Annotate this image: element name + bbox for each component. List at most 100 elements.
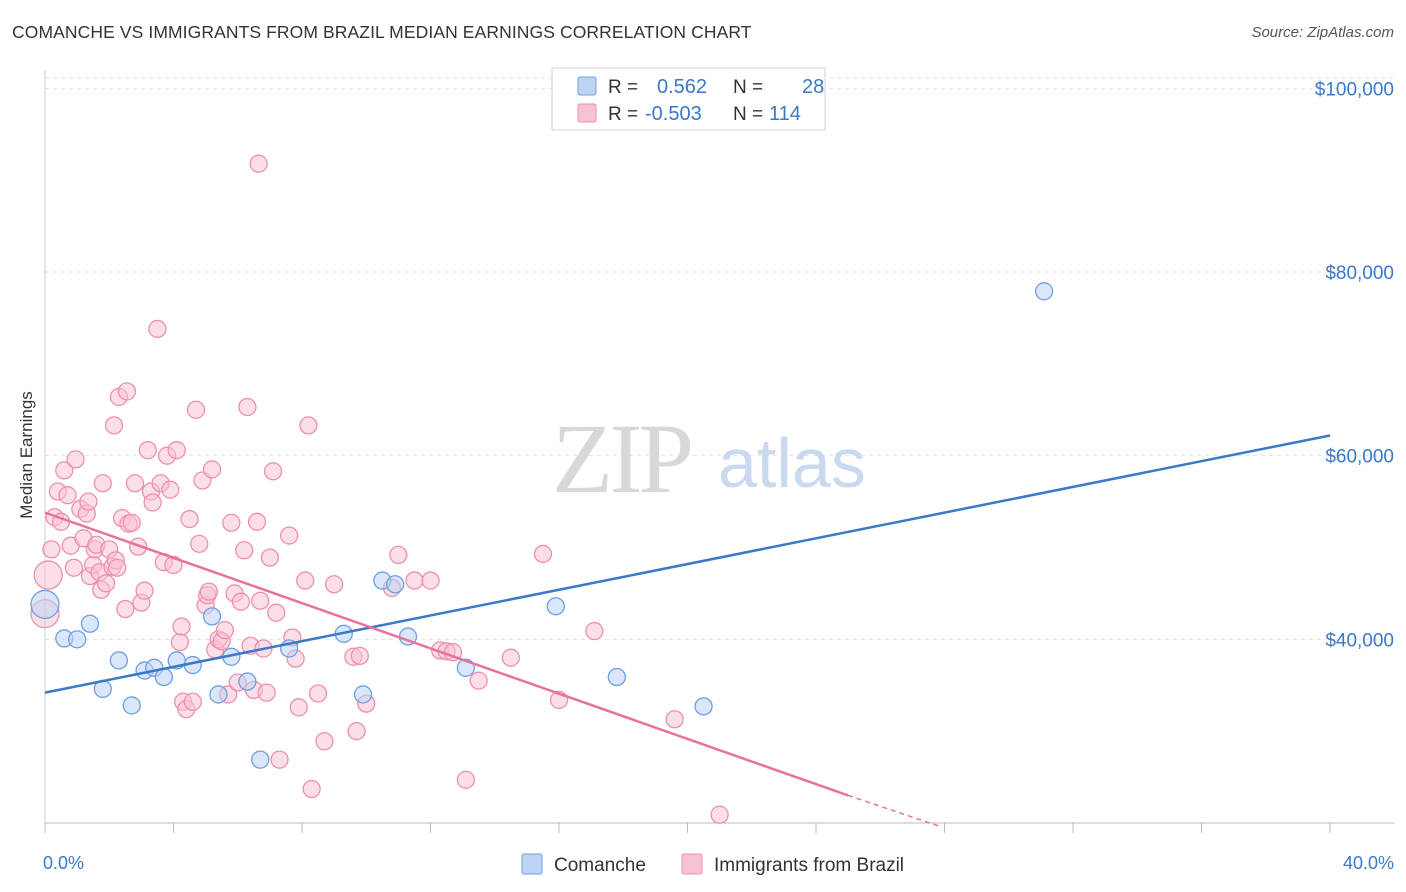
source-label: Source: ZipAtlas.com <box>1251 24 1394 41</box>
brazil-point <box>33 560 63 590</box>
stats-n-brazil: 114 <box>769 103 801 125</box>
brazil-point <box>108 558 127 577</box>
brazil-point <box>350 646 369 666</box>
trend-line-brazil <box>44 511 849 797</box>
trend-line-comanche <box>44 434 1331 694</box>
brazil-point <box>289 698 308 717</box>
brazil-point <box>64 558 84 577</box>
brazil-point <box>270 750 289 769</box>
brazil-point <box>66 450 85 469</box>
brazil-point <box>79 492 98 511</box>
brazil-point <box>347 722 366 741</box>
brazil-point <box>296 571 315 590</box>
brazil-point <box>117 382 137 401</box>
brazil-point <box>238 397 257 417</box>
brazil-point <box>104 416 124 435</box>
comanche-point <box>209 685 228 704</box>
brazil-point <box>199 582 218 601</box>
stats-n-label-brazil: N = <box>733 104 763 125</box>
brazil-point <box>172 617 191 636</box>
brazil-point <box>161 480 180 499</box>
stats-box-frame <box>551 67 826 131</box>
brazil-point <box>665 710 684 729</box>
y-tick-label: $80,000 <box>1325 263 1394 284</box>
legend-swatch-brazil <box>681 853 703 875</box>
brazil-point <box>405 571 424 590</box>
brazil-point <box>585 621 604 641</box>
brazil-point <box>260 548 280 567</box>
brazil-point <box>501 648 520 667</box>
brazil-point <box>263 462 283 481</box>
brazil-point <box>143 493 162 512</box>
trend-lines <box>44 434 1331 827</box>
watermark-atlas: atlas <box>718 424 866 502</box>
brazil-point <box>235 541 254 560</box>
brazil-point <box>308 684 328 703</box>
watermark: ZIP atlas <box>552 403 866 514</box>
comanche-point <box>238 672 257 691</box>
brazil-point <box>170 632 190 652</box>
legend-swatch-comanche <box>521 853 543 875</box>
brazil-point <box>324 575 344 594</box>
stats-r-brazil: -0.503 <box>645 103 702 125</box>
brazil-point <box>135 581 154 600</box>
brazil-point <box>190 534 209 553</box>
comanche-point <box>694 697 713 716</box>
brazil-point <box>164 555 183 575</box>
comanche-point <box>109 651 129 670</box>
brazil-point <box>231 592 251 611</box>
stats-box: R = 0.562 N = 28 R = -0.503 N = 114 <box>551 67 826 131</box>
brazil-point <box>267 603 286 622</box>
y-tick-label: $60,000 <box>1325 447 1394 468</box>
comanche-point <box>67 630 87 649</box>
legend-label-comanche: Comanche <box>554 855 646 876</box>
brazil-point <box>180 509 199 529</box>
brazil-point <box>299 416 318 435</box>
y-tick-label: $40,000 <box>1325 630 1394 651</box>
comanche-point <box>251 750 270 769</box>
stats-swatch-comanche <box>577 76 597 96</box>
series-brazil-points <box>30 154 729 824</box>
brazil-point <box>167 441 186 460</box>
brazil-point <box>710 805 729 824</box>
brazil-point <box>251 591 270 610</box>
comanche-point <box>607 667 626 687</box>
brazil-point <box>456 770 475 789</box>
x-tick-label-min: 0.0% <box>43 853 84 873</box>
brazil-point <box>257 683 276 702</box>
brazil-point <box>421 571 440 590</box>
x-tick-label-max: 40.0% <box>1343 853 1394 873</box>
brazil-point <box>302 779 321 799</box>
stats-r-label-comanche: R = <box>608 77 638 98</box>
y-tick-label: $100,000 <box>1315 79 1394 100</box>
brazil-point <box>186 400 206 419</box>
comanche-point <box>122 696 141 715</box>
stats-r-comanche: 0.562 <box>657 76 707 98</box>
y-axis-tick-labels: $40,000 $60,000 $80,000 $100,000 <box>1315 79 1394 651</box>
brazil-point <box>533 544 553 564</box>
brazil-point <box>93 474 112 493</box>
brazil-point <box>249 154 268 173</box>
brazil-point <box>389 545 408 565</box>
brazil-point <box>469 671 488 690</box>
stats-n-label-comanche: N = <box>733 77 763 98</box>
y-axis-label: Median Earnings <box>17 391 36 519</box>
brazil-point <box>183 692 202 711</box>
stats-swatch-brazil <box>577 103 597 123</box>
chart-title: COMANCHE VS IMMIGRANTS FROM BRAZIL MEDIA… <box>12 22 752 42</box>
brazil-point <box>55 461 74 480</box>
stats-r-label-brazil: R = <box>608 104 638 125</box>
brazil-point <box>215 621 235 640</box>
brazil-point <box>58 486 77 505</box>
brazil-point <box>122 513 141 532</box>
trend-line-brazil-extension <box>847 794 939 827</box>
x-axis-ticks <box>44 823 1331 833</box>
series-comanche-points <box>30 282 1054 769</box>
brazil-point <box>138 441 157 460</box>
comanche-point <box>30 589 60 620</box>
brazil-point <box>42 540 61 559</box>
brazil-point <box>202 460 222 479</box>
brazil-point <box>222 513 241 532</box>
brazil-point <box>148 319 167 339</box>
